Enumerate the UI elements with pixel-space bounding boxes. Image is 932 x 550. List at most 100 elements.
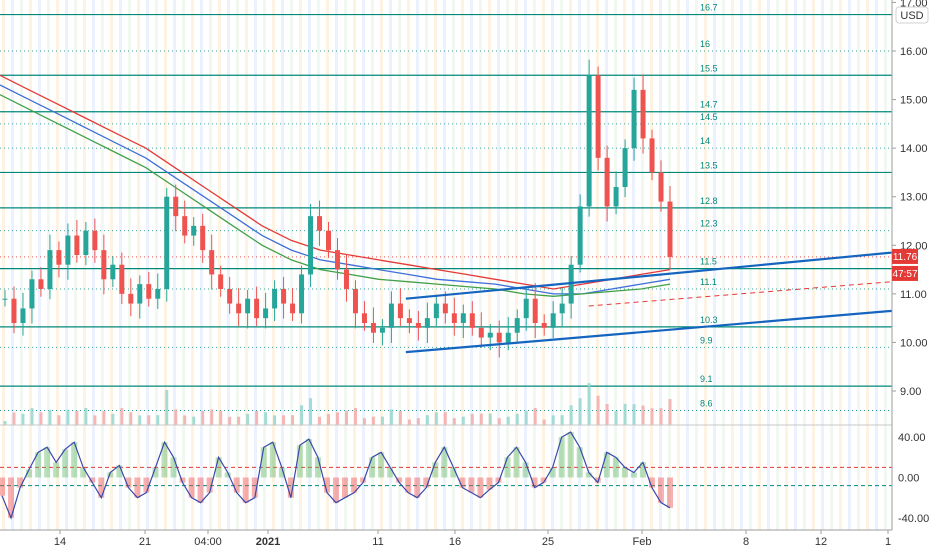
oscillator-bar-59 <box>531 477 538 488</box>
session-stripe <box>29 0 32 530</box>
level-label-7: 12.8 <box>700 196 718 206</box>
session-stripe <box>272 0 275 530</box>
candlesticks <box>2 59 673 358</box>
trendlines[interactable] <box>405 251 893 354</box>
session-stripe <box>812 0 815 530</box>
oscillator-bar-69 <box>621 467 628 478</box>
oscillator-bar-67 <box>603 452 610 478</box>
candle-body-74 <box>667 201 673 257</box>
volume-bar-70 <box>632 404 636 425</box>
oscillator-tick-label-2: -40.00 <box>898 513 929 525</box>
oscillator-bar-23 <box>206 477 213 493</box>
volume-bar-14 <box>129 412 133 425</box>
candle-body-14 <box>128 293 134 304</box>
oscillator-bar-43 <box>387 467 394 478</box>
candle-body-5 <box>47 250 53 289</box>
candle-body-38 <box>343 269 349 289</box>
session-stripe <box>416 0 419 530</box>
session-stripe <box>398 0 401 530</box>
oscillator-bar-36 <box>323 477 330 493</box>
candle-body-19 <box>173 196 179 217</box>
oscillator-bar-37 <box>333 477 339 503</box>
oscillator-bar-60 <box>540 477 547 483</box>
volume-bar-45 <box>407 419 411 425</box>
session-stripe <box>443 0 446 530</box>
oscillator-bar-53 <box>477 477 484 498</box>
candle-body-47 <box>424 318 430 328</box>
time-axis[interactable]: 14 21 04:00 2021 11 16 25 Feb 8 12 1 <box>54 530 891 548</box>
session-stripe <box>497 0 500 530</box>
volume-bar-2 <box>21 413 25 425</box>
session-stripe <box>650 0 653 530</box>
session-background-stripes <box>2 0 887 530</box>
session-stripe <box>362 0 365 530</box>
level-label-12: 9.9 <box>700 335 713 345</box>
candle-body-55 <box>496 332 502 343</box>
volume-bar-39 <box>353 408 357 425</box>
currency-badge[interactable]: USD <box>895 6 929 24</box>
time-tick-label-0: 14 <box>54 536 66 548</box>
oscillator-bar-57 <box>513 447 520 478</box>
session-stripe <box>839 0 842 530</box>
session-stripe <box>614 0 617 530</box>
oscillator-bar-54 <box>486 477 493 490</box>
volume-bar-53 <box>479 413 483 425</box>
volume-bar-1 <box>12 412 16 425</box>
volume-bar-46 <box>416 418 420 425</box>
volume-bar-66 <box>596 395 600 425</box>
candle-body-26 <box>236 303 242 314</box>
volume-bar-17 <box>156 415 160 425</box>
session-stripe <box>641 0 644 530</box>
session-stripe <box>299 0 302 530</box>
candle-body-10 <box>92 230 98 251</box>
volume-bar-30 <box>273 415 277 425</box>
session-stripe <box>281 0 284 530</box>
oscillator-bar-16 <box>143 477 150 493</box>
session-stripe <box>326 0 329 530</box>
candle-body-58 <box>523 298 529 319</box>
session-stripe <box>713 0 716 530</box>
volume-bar-73 <box>659 408 663 425</box>
session-stripe <box>623 0 626 530</box>
session-stripe <box>20 0 23 530</box>
volume-bar-7 <box>66 409 70 425</box>
session-stripe <box>515 0 518 530</box>
session-stripe <box>632 0 635 530</box>
candle-body-68 <box>613 187 619 207</box>
volume-bar-44 <box>398 410 402 425</box>
candle-body-70 <box>631 89 637 149</box>
oscillator-bar-47 <box>423 477 430 488</box>
volume-bar-65 <box>587 383 591 425</box>
level-label-14: 8.6 <box>700 398 713 408</box>
volume-bar-29 <box>264 412 268 425</box>
session-stripe <box>191 0 194 530</box>
session-stripe <box>848 0 851 530</box>
volume-bar-15 <box>138 415 142 425</box>
volume-bar-9 <box>84 408 88 425</box>
session-stripe <box>227 0 230 530</box>
session-stripe <box>155 0 158 530</box>
session-stripe <box>560 0 563 530</box>
price-axis[interactable]: 17.0016.0015.0014.0013.0012.0011.0010.00… <box>892 0 928 398</box>
volume-bar-5 <box>48 409 52 425</box>
volume-bar-43 <box>389 409 393 425</box>
session-stripe <box>875 0 878 530</box>
candle-body-63 <box>568 264 574 304</box>
oscillator-bar-19 <box>170 457 177 478</box>
volume-bar-0 <box>3 421 7 425</box>
oscillator-bar-46 <box>414 477 421 498</box>
candle-body-52 <box>469 313 475 328</box>
session-stripe <box>731 0 734 530</box>
candle-body-15 <box>137 284 143 304</box>
level-label-11: 10.3 <box>700 315 718 325</box>
level-label-8: 12.3 <box>700 219 718 229</box>
candle-body-51 <box>460 313 466 323</box>
candle-body-35 <box>317 216 323 231</box>
volume-bar-50 <box>452 418 456 425</box>
session-stripe <box>389 0 392 530</box>
candle-body-12 <box>110 264 116 280</box>
session-stripe <box>866 0 869 530</box>
time-tick-label-3: 2021 <box>256 536 280 548</box>
price-tick-label-1: 16.00 <box>900 46 928 58</box>
